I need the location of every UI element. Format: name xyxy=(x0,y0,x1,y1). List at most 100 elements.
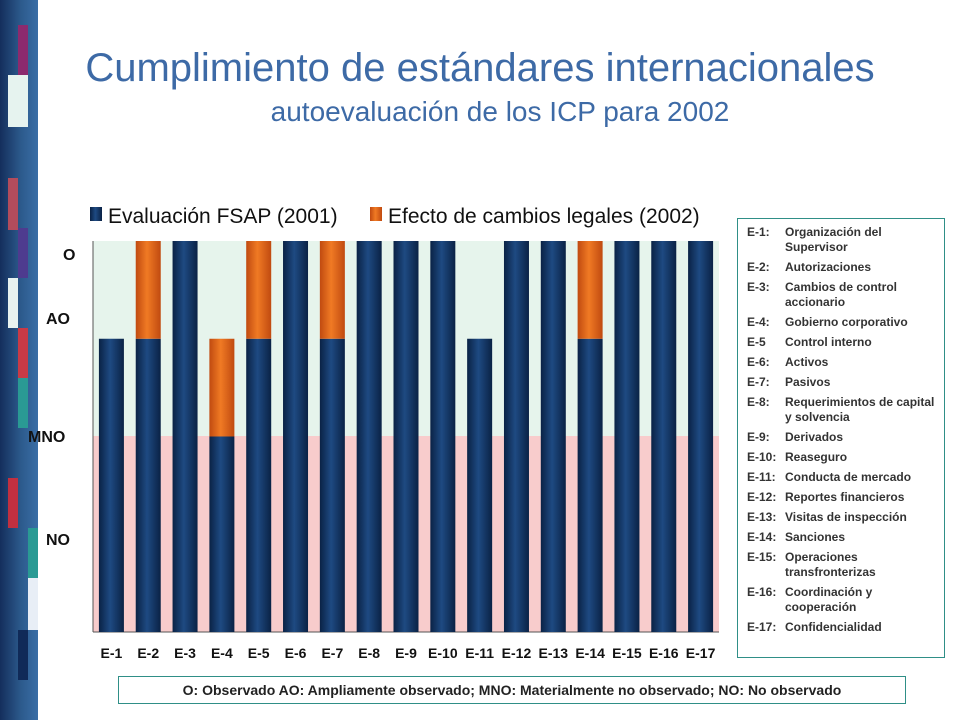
legend-row: E-14: Sanciones xyxy=(747,530,940,545)
x-tick-label: E-14 xyxy=(575,645,605,661)
legend-row: E-3: Cambios de control accionario xyxy=(747,280,940,310)
x-tick-label: E-4 xyxy=(211,645,233,661)
x-tick-label: E-8 xyxy=(358,645,380,661)
bar-fsap-e-14 xyxy=(577,338,603,632)
x-tick-label: E-11 xyxy=(465,645,494,661)
legend-row: E-7: Pasivos xyxy=(747,375,940,390)
legend-row: E-12: Reportes financieros xyxy=(747,490,940,505)
x-tick-label: E-12 xyxy=(502,645,532,661)
legend-description: Sanciones xyxy=(785,530,846,544)
bar-fsap-e-9 xyxy=(393,241,419,632)
bar-fsap-e-5 xyxy=(246,338,272,632)
legend-code: E-7: xyxy=(747,375,770,389)
legend-row: E-13: Visitas de inspección xyxy=(747,510,940,525)
bar-fsap-e-12 xyxy=(503,241,529,632)
legend-description: Confidencialidad xyxy=(785,620,882,634)
legend-description: Operaciones transfronterizas xyxy=(785,550,876,579)
bar-fsap-e-13 xyxy=(540,241,566,632)
legend-code: E-5 xyxy=(747,335,766,349)
legend-row: E-2: Autorizaciones xyxy=(747,260,940,275)
legend-description: Pasivos xyxy=(785,375,831,389)
x-tick-label: E-13 xyxy=(539,645,569,661)
x-tick-label: E-3 xyxy=(174,645,196,661)
legend-code: E-3: xyxy=(747,280,770,294)
legend-code: E-4: xyxy=(747,315,770,329)
legend-swatch-fsap xyxy=(90,207,102,221)
legend-code: E-14: xyxy=(747,530,777,544)
side-decoration xyxy=(0,0,38,720)
legend-description: Reaseguro xyxy=(785,450,848,464)
legend-description: Visitas de inspección xyxy=(785,510,907,524)
bar-change-e-7 xyxy=(319,241,345,339)
legend-code: E-2: xyxy=(747,260,770,274)
legend-code: E-1: xyxy=(747,225,770,239)
legend-description: Coordinación y cooperación xyxy=(785,585,873,614)
legend-code: E-16: xyxy=(747,585,777,599)
bar-change-e-14 xyxy=(577,241,603,339)
bar-change-e-2 xyxy=(135,241,161,339)
bar-change-e-4 xyxy=(209,338,235,437)
y-level-o: O xyxy=(63,247,76,264)
bar-fsap-e-8 xyxy=(356,241,382,632)
legend-row: E-9: Derivados xyxy=(747,430,940,445)
bar-fsap-e-4 xyxy=(209,436,235,632)
bar-fsap-e-15 xyxy=(614,241,640,632)
x-tick-label: E-17 xyxy=(686,645,716,661)
x-tick-label: E-7 xyxy=(321,645,343,661)
legend-row: E-5 Control interno xyxy=(747,335,940,350)
legend-description: Reportes financieros xyxy=(785,490,905,504)
legend-description: Conducta de mercado xyxy=(785,470,912,484)
x-tick-label: E-5 xyxy=(248,645,270,661)
legend-code: E-8: xyxy=(747,395,770,409)
bar-fsap-e-7 xyxy=(319,338,345,632)
x-tick-label: E-6 xyxy=(285,645,307,661)
standards-legend: E-1: Organización del Supervisor E-2: Autor… xyxy=(737,218,945,658)
legend-code: E-17: xyxy=(747,620,777,634)
legend-row: E-8: Requerimientos de capital y solvenci… xyxy=(747,395,940,425)
x-tick-label: E-16 xyxy=(649,645,679,661)
legend-row: E-17: Confidencialidad xyxy=(747,620,940,635)
bar-fsap-e-17 xyxy=(688,241,714,632)
legend-label-change: Efecto de cambios legales (2002) xyxy=(388,205,700,228)
y-level-ao: AO xyxy=(46,311,70,328)
legend-code: E-10: xyxy=(747,450,777,464)
abbreviation-note: O: Observado AO: Ampliamente observado; … xyxy=(118,676,906,704)
y-level-no: NO xyxy=(46,532,70,549)
bar-fsap-e-16 xyxy=(651,241,677,632)
slide-subtitle: autoevaluación de los ICP para 2002 xyxy=(270,96,730,127)
chart-legend: Evaluación FSAP (2001) Efecto de cambios… xyxy=(90,205,700,228)
legend-row: E-6: Activos xyxy=(747,355,940,370)
x-tick-label: E-15 xyxy=(612,645,642,661)
y-level-mno: MNO xyxy=(28,429,66,446)
legend-code: E-15: xyxy=(747,550,777,564)
bar-fsap-e-11 xyxy=(467,338,493,632)
legend-row: E-11: Conducta de mercado xyxy=(747,470,940,485)
bar-fsap-e-2 xyxy=(135,338,161,632)
legend-row: E-4: Gobierno corporativo xyxy=(747,315,940,330)
legend-code: E-12: xyxy=(747,490,777,504)
legend-description: Cambios de control accionario xyxy=(785,280,898,309)
x-tick-label: E-2 xyxy=(137,645,159,661)
bar-fsap-e-10 xyxy=(430,241,456,632)
legend-swatch-change xyxy=(370,207,382,221)
bar-fsap-e-6 xyxy=(283,241,309,632)
legend-code: E-9: xyxy=(747,430,770,444)
legend-description: Requerimientos de capital y solvencia xyxy=(785,395,935,424)
bar-fsap-e-1 xyxy=(98,338,124,632)
legend-code: E-13: xyxy=(747,510,777,524)
legend-code: E-11: xyxy=(747,470,776,484)
legend-code: E-6: xyxy=(747,355,770,369)
legend-row: E-10: Reaseguro xyxy=(747,450,940,465)
legend-row: E-16: Coordinación y cooperación xyxy=(747,585,940,615)
x-tick-label: E-9 xyxy=(395,645,417,661)
legend-description: Gobierno corporativo xyxy=(785,315,908,329)
legend-row: E-15: Operaciones transfronterizas xyxy=(747,550,940,580)
x-tick-label: E-10 xyxy=(428,645,458,661)
bar-change-e-5 xyxy=(246,241,272,339)
legend-description: Organización del Supervisor xyxy=(785,225,882,254)
legend-label-fsap: Evaluación FSAP (2001) xyxy=(108,205,338,228)
legend-description: Autorizaciones xyxy=(785,260,872,274)
legend-description: Activos xyxy=(785,355,829,369)
legend-description: Control interno xyxy=(785,335,872,349)
bar-fsap-e-3 xyxy=(172,241,198,632)
